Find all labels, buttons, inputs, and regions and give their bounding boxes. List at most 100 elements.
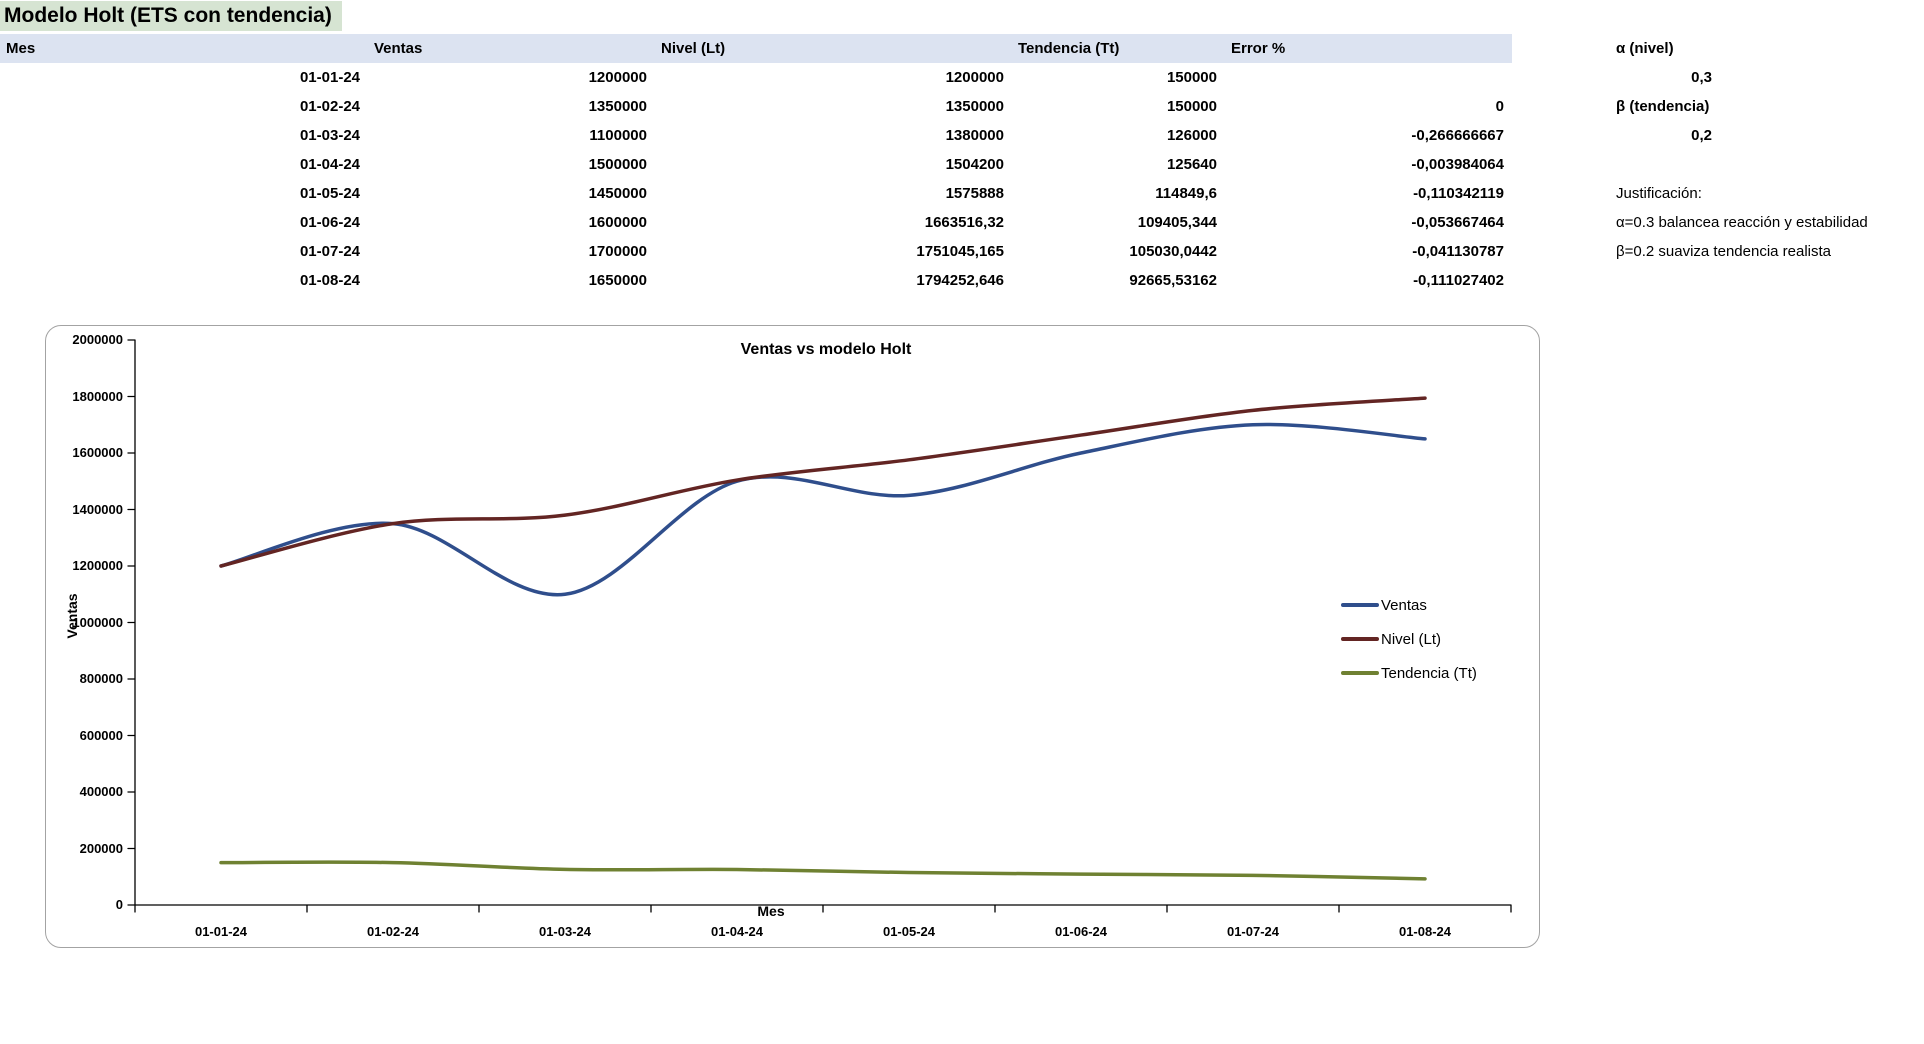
chart-area[interactable]: Ventas vs modelo Holt Ventas Mes 0 200000… <box>45 325 1540 948</box>
legend-item-nivel-lt-[interactable]: Nivel (Lt) <box>1341 622 1477 656</box>
holt-model-table: Mes Ventas Nivel (Lt) Tendencia (Tt) Error %… <box>0 34 1512 295</box>
table-row: 01-06-24 1600000 1663516,32 109405,344 -0,05… <box>0 208 1512 237</box>
table-cell[interactable]: 01-03-24 <box>299 127 360 144</box>
table-cell[interactable]: 1200000 <box>945 69 1004 86</box>
column-header-ventas[interactable]: Ventas <box>368 34 655 63</box>
table-cell[interactable]: 1575888 <box>945 185 1004 202</box>
table-cell[interactable]: 109405,344 <box>1137 214 1217 231</box>
y-tick-label: 1400000 <box>72 501 123 517</box>
x-tick-label: 01-05-24 <box>882 924 936 939</box>
table-cell[interactable]: 0 <box>1495 98 1504 115</box>
y-tick-label: 600000 <box>79 727 123 743</box>
column-header-mes[interactable]: Mes <box>0 34 368 63</box>
table-cell[interactable]: 1200000 <box>588 69 647 86</box>
table-cell[interactable]: -0,110342119 <box>1413 185 1504 202</box>
table-row: 01-01-24 1200000 1200000 150000 <box>0 63 1512 92</box>
y-tick-label: 200000 <box>79 840 123 856</box>
page-title: Modelo Holt (ETS con tendencia) <box>0 1 342 31</box>
y-tick-label: 400000 <box>79 784 123 799</box>
table-cell[interactable]: 01-08-24 <box>299 272 360 289</box>
table-cell[interactable] <box>1225 63 1512 92</box>
alpha-value-cell[interactable]: 0,3 <box>1691 69 1712 86</box>
table-cell[interactable]: 125640 <box>1166 156 1217 173</box>
column-header-nivel-lt-[interactable]: Nivel (Lt) <box>655 34 1012 63</box>
y-tick-label: 0 <box>115 897 123 912</box>
axes <box>127 339 1512 913</box>
x-tick-label: 01-03-24 <box>538 924 592 939</box>
x-tick-label: 01-01-24 <box>194 924 248 939</box>
table-cell[interactable]: 1794252,646 <box>916 272 1004 289</box>
table-cell[interactable]: 92665,53162 <box>1129 272 1217 289</box>
y-tick-label: 1800000 <box>72 388 123 404</box>
legend-label: Nivel (Lt) <box>1381 630 1442 648</box>
table-cell[interactable]: 1350000 <box>945 98 1004 115</box>
table-cell[interactable]: 150000 <box>1166 98 1217 115</box>
y-tick-label: 1000000 <box>72 614 123 630</box>
x-tick-label: 01-02-24 <box>366 924 420 939</box>
column-header-tendencia-tt-[interactable]: Tendencia (Tt) <box>1012 34 1225 63</box>
table-cell[interactable]: -0,266666667 <box>1411 127 1504 144</box>
table-cell[interactable]: 01-04-24 <box>299 156 360 173</box>
table-row: 01-08-24 1650000 1794252,646 92665,53162 -0,… <box>0 266 1512 295</box>
table-row: 01-05-24 1450000 1575888 114849,6 -0,1103421… <box>0 179 1512 208</box>
y-tick-label: 800000 <box>79 671 123 686</box>
table-row: 01-04-24 1500000 1504200 125640 -0,003984064 <box>0 150 1512 179</box>
column-header-error-[interactable]: Error % <box>1225 34 1512 63</box>
beta-value-cell[interactable]: 0,2 <box>1691 127 1712 144</box>
table-cell[interactable]: -0,053667464 <box>1411 214 1504 231</box>
x-tick-label: 01-08-24 <box>1398 924 1452 939</box>
table-cell[interactable]: 1700000 <box>588 243 647 260</box>
table-row: 01-03-24 1100000 1380000 126000 -0,266666667 <box>0 121 1512 150</box>
legend-label: Tendencia (Tt) <box>1381 664 1477 682</box>
table-cell[interactable]: 1500000 <box>588 156 647 173</box>
series-line-tendencia-tt- <box>219 860 1427 881</box>
table-cell[interactable]: 126000 <box>1166 127 1217 144</box>
table-cell[interactable]: -0,111027402 <box>1413 272 1504 289</box>
y-tick-label: 1200000 <box>72 558 123 573</box>
table-cell[interactable]: 1650000 <box>588 272 647 289</box>
y-tick-label: 2000000 <box>72 332 123 347</box>
table-cell[interactable]: -0,041130787 <box>1412 243 1504 260</box>
table-row: 01-07-24 1700000 1751045,165 105030,0442 -0,… <box>0 237 1512 266</box>
justification-line-beta: β=0.2 suaviza tendencia realista <box>1616 243 1832 260</box>
table-cell[interactable]: 01-07-24 <box>299 243 360 260</box>
table-cell[interactable]: -0,003984064 <box>1411 156 1504 173</box>
table-header-row: Mes Ventas Nivel (Lt) Tendencia (Tt) Error % <box>0 34 1512 63</box>
table-row: 01-02-24 1350000 1350000 150000 0 <box>0 92 1512 121</box>
justification-line-alpha: α=0.3 balancea reacción y estabilidad <box>1616 214 1868 231</box>
legend-label: Ventas <box>1381 596 1427 614</box>
chart-title: Ventas vs modelo Holt <box>740 341 912 358</box>
table-cell[interactable]: 01-01-24 <box>299 69 360 86</box>
chart-legend: Ventas Nivel (Lt) Tendencia (Tt) <box>1341 588 1477 690</box>
legend-line-swatch <box>1341 603 1379 607</box>
legend-item-tendencia-tt-[interactable]: Tendencia (Tt) <box>1341 656 1477 690</box>
x-tick-label: 01-06-24 <box>1054 924 1108 939</box>
x-tick-label: 01-07-24 <box>1226 924 1280 939</box>
table-cell[interactable]: 1380000 <box>945 127 1004 144</box>
x-axis-title: Mes <box>757 903 785 919</box>
table-cell[interactable]: 1350000 <box>588 98 647 115</box>
table-cell[interactable]: 01-05-24 <box>299 185 360 202</box>
table-cell[interactable]: 1751045,165 <box>916 243 1004 260</box>
justification-title: Justificación: <box>1616 185 1702 202</box>
legend-item-ventas[interactable]: Ventas <box>1341 588 1477 622</box>
x-tick-label: 01-04-24 <box>710 924 764 939</box>
table-cell[interactable]: 114849,6 <box>1155 185 1217 202</box>
table-cell[interactable]: 1504200 <box>945 156 1004 173</box>
table-cell[interactable]: 150000 <box>1166 69 1217 86</box>
table-cell[interactable]: 105030,0442 <box>1129 243 1217 260</box>
beta-label: β (tendencia) <box>1616 98 1710 115</box>
table-cell[interactable]: 01-02-24 <box>299 98 360 115</box>
table-cell[interactable]: 1600000 <box>588 214 647 231</box>
legend-line-swatch <box>1341 637 1379 641</box>
alpha-label: α (nivel) <box>1616 40 1674 57</box>
table-cell[interactable]: 1450000 <box>588 185 647 202</box>
table-cell[interactable]: 1663516,32 <box>924 214 1004 231</box>
line-chart-plot <box>127 339 1512 913</box>
series-line-ventas <box>219 422 1427 597</box>
table-cell[interactable]: 01-06-24 <box>299 214 360 231</box>
series-line-nivel-lt- <box>219 396 1427 568</box>
table-cell[interactable]: 1100000 <box>589 127 647 144</box>
y-tick-label: 1600000 <box>72 445 123 460</box>
